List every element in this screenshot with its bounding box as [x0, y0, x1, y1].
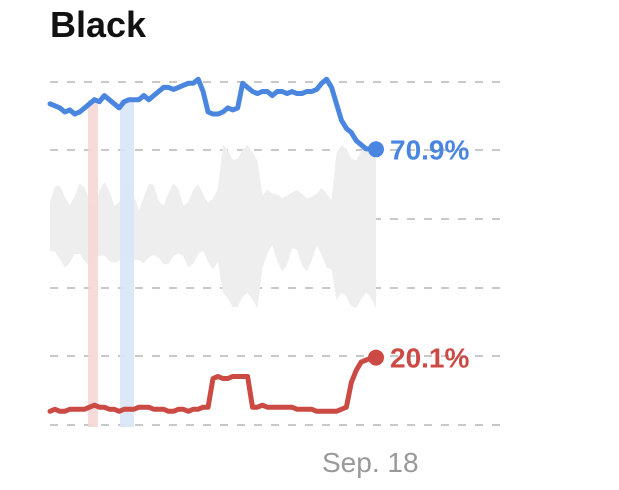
end-labels: 70.9% 20.1% — [390, 134, 469, 373]
chart-title: Black — [50, 4, 147, 45]
series-end-point-2 — [368, 349, 384, 366]
x-tick-label: Sep. 18 — [322, 447, 419, 478]
marker-red — [88, 100, 98, 427]
series-line-1 — [47, 76, 379, 152]
uncertainty-band-shape — [50, 144, 376, 309]
vertical-markers — [88, 100, 134, 427]
marker-blue — [120, 100, 134, 427]
series-line-2 — [47, 355, 379, 414]
series-end-label-1: 70.9% — [390, 134, 469, 165]
x-axis-ticks: Sep. 18 — [322, 447, 419, 478]
series-end-label-2: 20.1% — [390, 343, 469, 374]
uncertainty-band — [50, 144, 376, 309]
series-lines — [47, 76, 384, 414]
series-end-point-1 — [368, 141, 384, 158]
